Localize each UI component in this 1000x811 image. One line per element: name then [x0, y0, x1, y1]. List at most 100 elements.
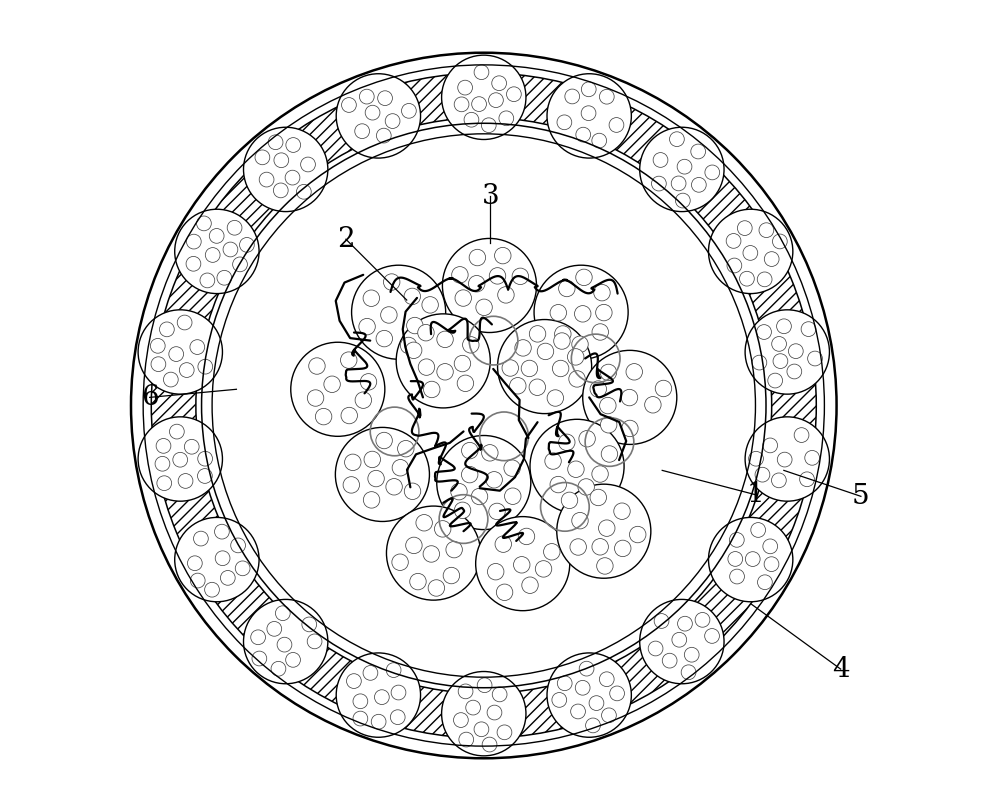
Circle shape — [581, 105, 596, 121]
Circle shape — [273, 183, 288, 198]
Circle shape — [463, 337, 479, 353]
Circle shape — [437, 436, 531, 530]
Circle shape — [691, 178, 706, 192]
Circle shape — [640, 599, 724, 684]
Circle shape — [175, 209, 259, 294]
Circle shape — [600, 397, 616, 414]
Circle shape — [749, 452, 763, 466]
Circle shape — [567, 349, 584, 365]
Circle shape — [476, 299, 492, 315]
Circle shape — [240, 238, 254, 252]
Circle shape — [353, 694, 368, 709]
Circle shape — [212, 134, 755, 677]
Circle shape — [629, 526, 646, 543]
Circle shape — [187, 556, 202, 571]
Circle shape — [198, 469, 212, 483]
Circle shape — [160, 322, 174, 337]
Circle shape — [590, 381, 606, 397]
Circle shape — [386, 663, 401, 677]
Circle shape — [381, 307, 397, 324]
Circle shape — [416, 514, 432, 531]
Circle shape — [745, 551, 760, 566]
Circle shape — [452, 267, 468, 283]
Circle shape — [396, 314, 490, 408]
Circle shape — [575, 680, 590, 695]
Circle shape — [601, 446, 618, 462]
Circle shape — [772, 473, 786, 487]
Circle shape — [622, 420, 638, 436]
Circle shape — [507, 87, 521, 101]
Circle shape — [442, 55, 526, 139]
Circle shape — [156, 439, 171, 453]
Circle shape — [652, 176, 666, 191]
Circle shape — [645, 397, 661, 413]
Circle shape — [751, 522, 766, 538]
Circle shape — [437, 363, 453, 380]
Circle shape — [578, 478, 594, 496]
Circle shape — [529, 326, 546, 342]
Circle shape — [405, 342, 422, 358]
Circle shape — [745, 310, 829, 394]
Circle shape — [233, 257, 247, 272]
Circle shape — [451, 483, 467, 500]
Circle shape — [286, 653, 300, 667]
Circle shape — [198, 451, 212, 466]
Circle shape — [353, 711, 368, 726]
Circle shape — [392, 554, 408, 570]
Circle shape — [678, 616, 692, 631]
Circle shape — [764, 251, 779, 267]
Circle shape — [691, 144, 706, 159]
Circle shape — [163, 372, 178, 387]
Circle shape — [571, 704, 585, 719]
Circle shape — [489, 92, 503, 108]
Circle shape — [424, 381, 440, 397]
Circle shape — [341, 352, 357, 368]
Circle shape — [198, 359, 213, 374]
Circle shape — [231, 538, 245, 553]
Circle shape — [376, 432, 392, 448]
Circle shape — [487, 564, 504, 580]
Circle shape — [745, 417, 829, 501]
Circle shape — [446, 542, 462, 558]
Circle shape — [390, 710, 405, 724]
Circle shape — [537, 343, 554, 359]
Circle shape — [205, 247, 220, 263]
Circle shape — [363, 666, 378, 680]
Circle shape — [772, 337, 786, 351]
Circle shape — [777, 453, 792, 467]
Circle shape — [599, 520, 615, 536]
Circle shape — [695, 612, 710, 627]
Circle shape — [386, 506, 481, 600]
Circle shape — [275, 606, 290, 620]
Circle shape — [670, 132, 684, 147]
Circle shape — [175, 517, 259, 602]
Circle shape — [342, 97, 356, 113]
Circle shape — [496, 584, 513, 600]
Circle shape — [443, 568, 460, 584]
Circle shape — [454, 713, 468, 727]
Circle shape — [522, 577, 538, 594]
Circle shape — [596, 304, 612, 321]
Circle shape — [502, 360, 518, 376]
Circle shape — [442, 672, 526, 756]
Circle shape — [600, 364, 617, 380]
Circle shape — [592, 466, 608, 483]
Circle shape — [360, 374, 377, 390]
Circle shape — [169, 424, 184, 439]
Circle shape — [572, 336, 588, 353]
Circle shape — [570, 539, 586, 556]
Circle shape — [200, 273, 215, 288]
Circle shape — [244, 599, 328, 684]
Circle shape — [468, 276, 485, 292]
Circle shape — [364, 451, 380, 468]
Circle shape — [406, 537, 422, 554]
Circle shape — [626, 363, 642, 380]
Circle shape — [482, 737, 497, 752]
Circle shape — [472, 97, 486, 111]
Circle shape — [559, 281, 575, 297]
Circle shape — [755, 467, 770, 482]
Circle shape — [179, 363, 194, 377]
Circle shape — [499, 111, 514, 126]
Circle shape — [255, 150, 270, 165]
Circle shape — [681, 665, 696, 680]
